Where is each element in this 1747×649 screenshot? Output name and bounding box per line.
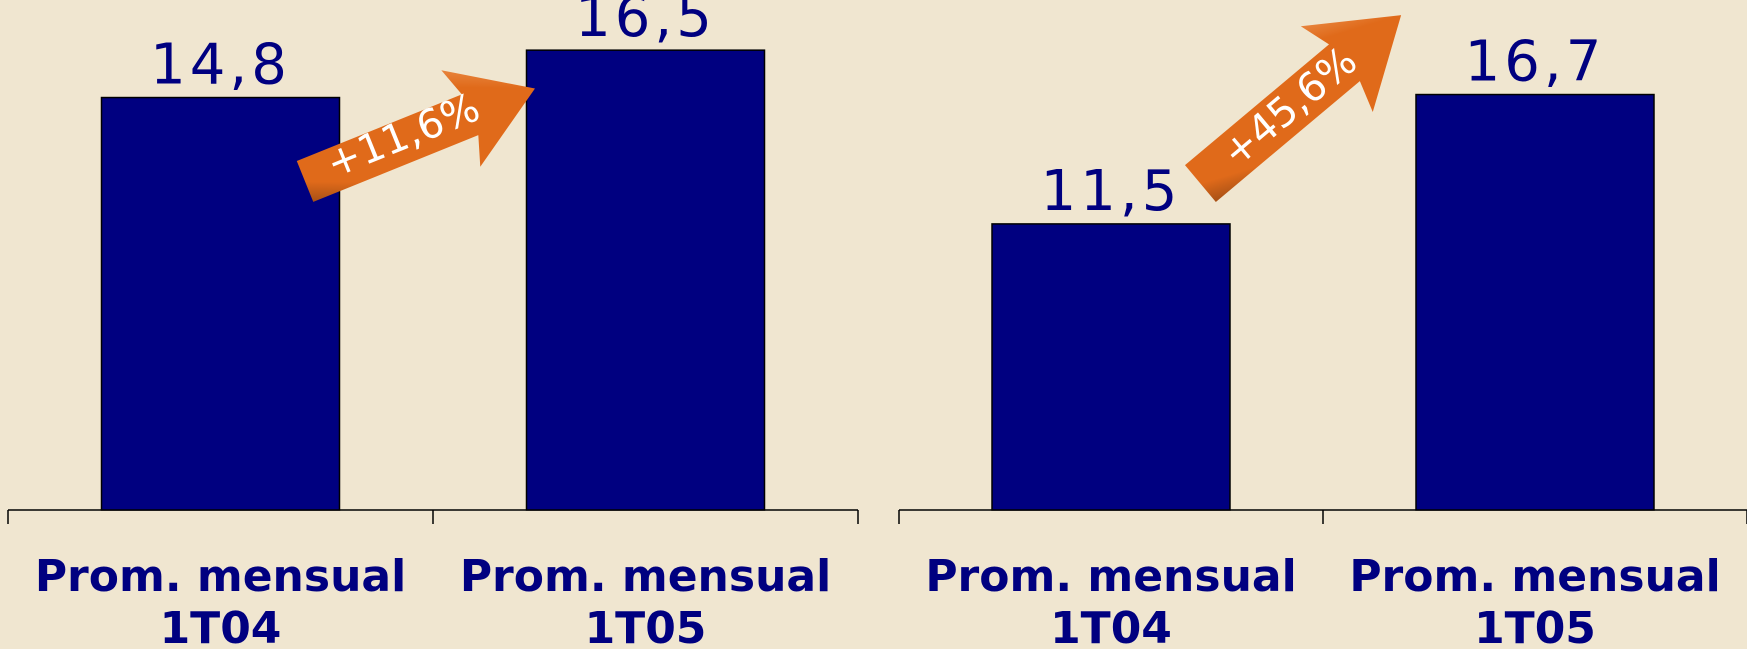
category-label: Prom. mensual — [925, 551, 1296, 602]
category-label: Prom. mensual — [35, 551, 406, 602]
category-label: 1T04 — [160, 603, 282, 649]
category-label: Prom. mensual — [460, 551, 831, 602]
bar — [525, 49, 766, 511]
bar — [991, 223, 1231, 511]
data-label: 16,7 — [1465, 30, 1606, 95]
growth-arrow-2: +45,6% — [1184, 15, 1402, 202]
data-label: 11,5 — [1041, 159, 1182, 224]
category-label: 1T05 — [585, 603, 707, 649]
category-label: 1T04 — [1050, 603, 1172, 649]
data-label: 14,8 — [150, 33, 291, 98]
growth-label-2: +45,6% — [1213, 38, 1366, 176]
data-label: 16,5 — [575, 0, 716, 50]
category-label: 1T05 — [1474, 603, 1596, 649]
growth-label-1: +11,6% — [320, 85, 486, 188]
category-label: Prom. mensual — [1349, 551, 1720, 602]
bar — [1415, 93, 1655, 511]
